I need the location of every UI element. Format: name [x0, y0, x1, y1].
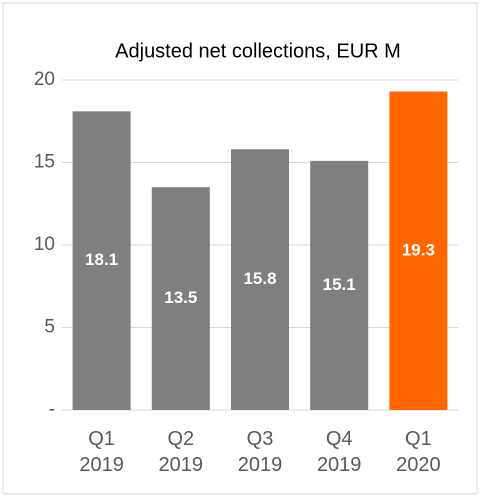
- data-label: 13.5: [164, 288, 197, 307]
- x-tick-label: Q1 2019: [79, 428, 124, 476]
- x-tick-label: Q3 2019: [237, 428, 283, 476]
- y-tick-label: 5: [44, 317, 55, 338]
- x-tick-label: Q2 2019: [158, 428, 204, 476]
- x-tick-label: Q1 2020: [396, 428, 441, 476]
- data-label: 15.8: [243, 269, 276, 288]
- bar: [389, 91, 448, 411]
- bar: [72, 111, 131, 410]
- y-tick-label: 10: [34, 234, 55, 255]
- data-label: 19.3: [402, 240, 435, 259]
- y-tick-label: 15: [34, 152, 55, 173]
- x-tick-label: Q4 2019: [316, 428, 362, 476]
- bar: [151, 187, 210, 410]
- data-label: 15.1: [323, 275, 356, 294]
- chart-title: Adjusted net collections, EUR M: [115, 40, 401, 62]
- data-label: 18.1: [85, 250, 118, 269]
- bar: [231, 149, 289, 411]
- y-tick-label: 20: [34, 69, 55, 90]
- y-tick-label: -: [49, 399, 55, 420]
- bar: [310, 160, 369, 410]
